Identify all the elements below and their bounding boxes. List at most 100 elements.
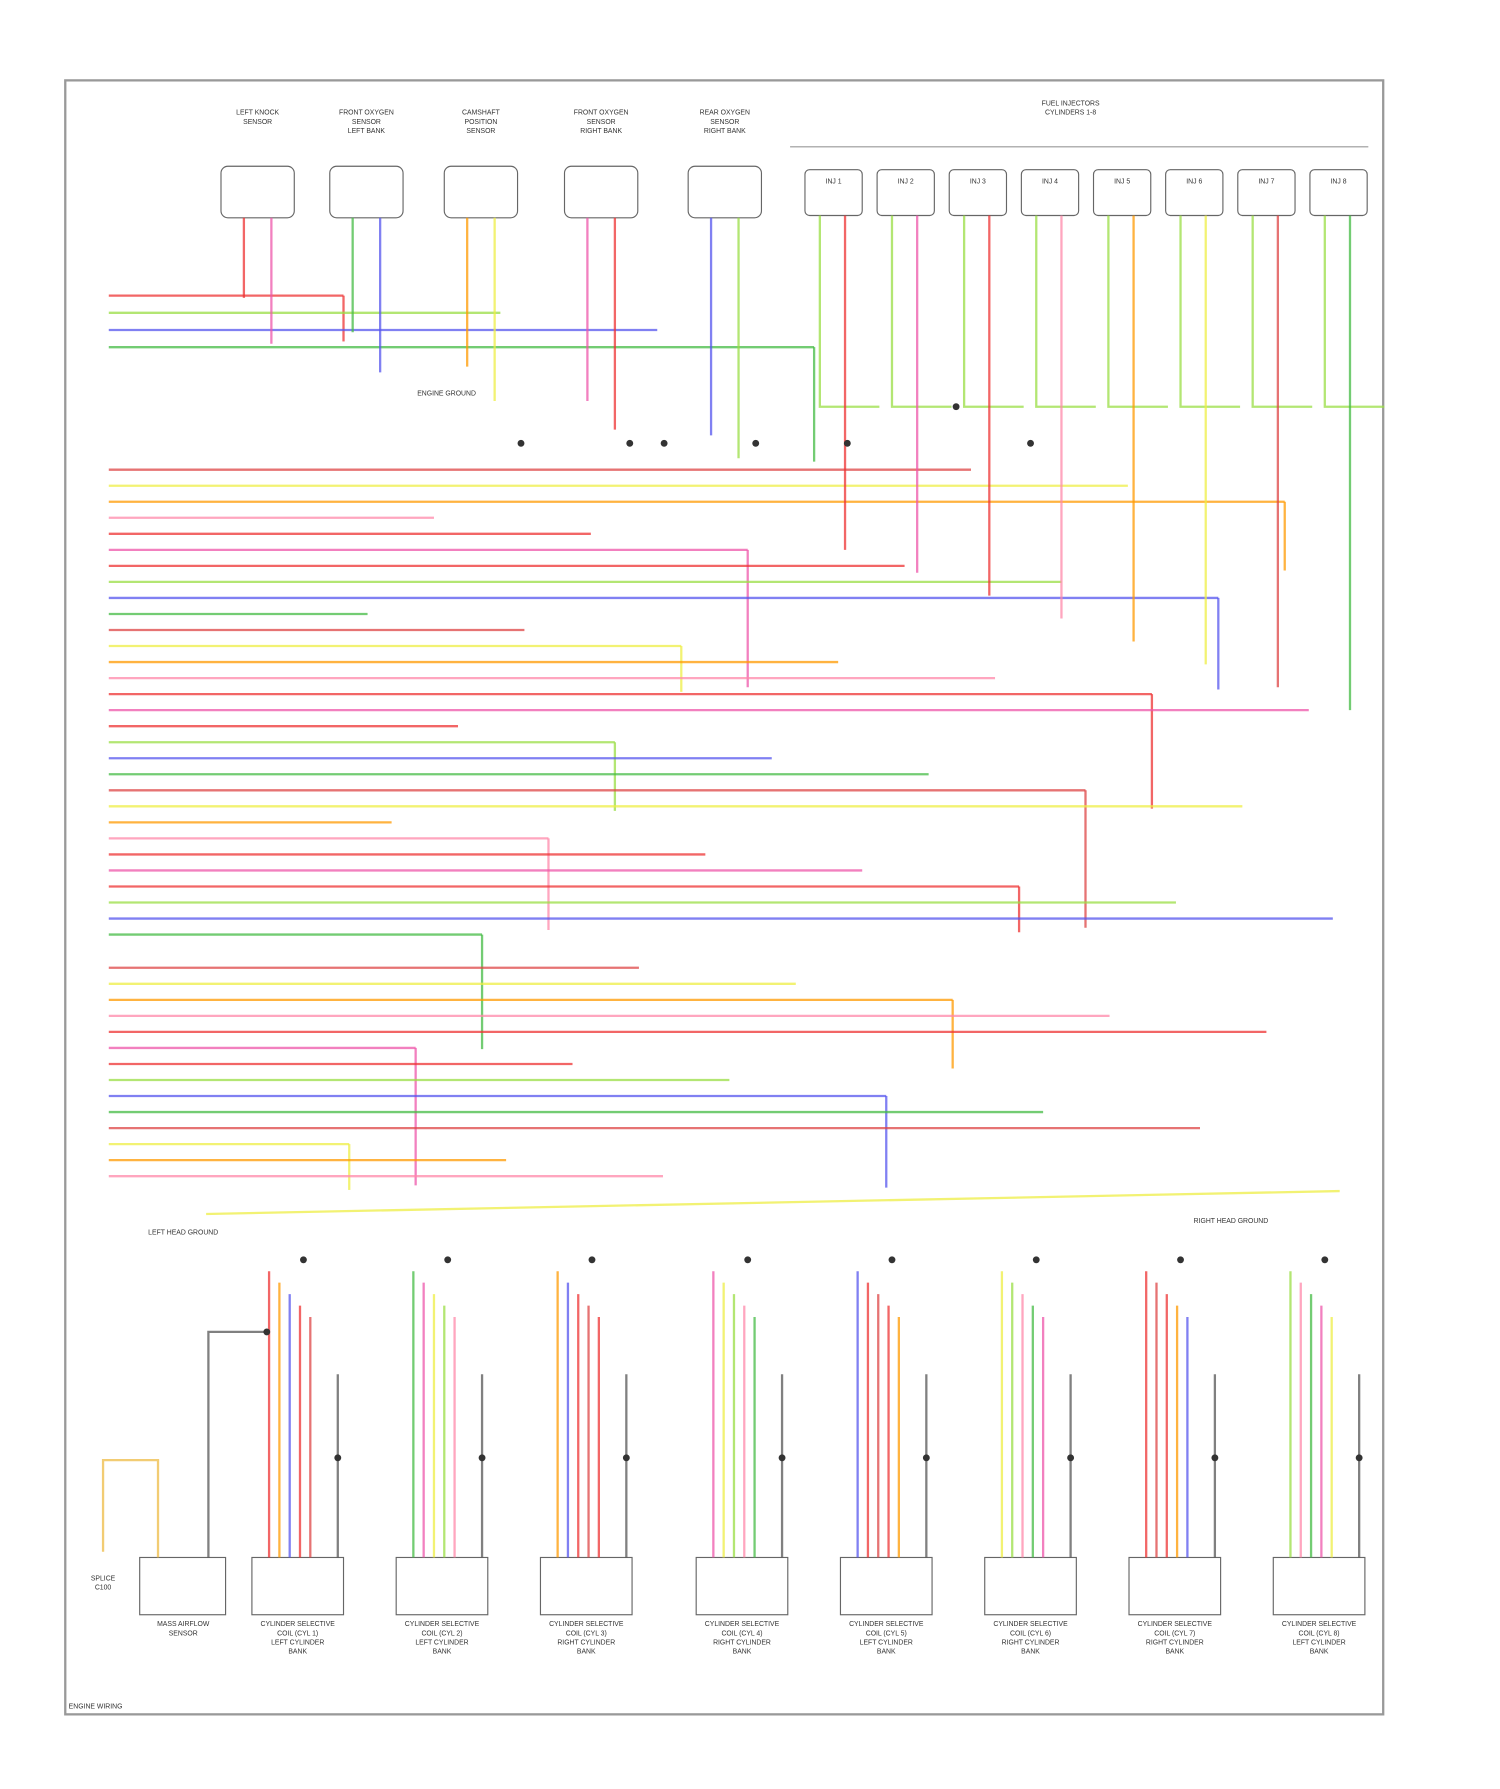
wire [818, 215, 880, 408]
injector [876, 169, 935, 217]
ground-label: LEFT HEAD GROUND [148, 1230, 218, 1237]
footer: ENGINE WIRING [69, 1704, 123, 1711]
frame [64, 79, 1385, 1716]
splice [444, 1256, 452, 1264]
coil [839, 1556, 933, 1616]
injector-label: INJ 6 [1186, 178, 1202, 185]
wire [101, 1459, 160, 1558]
wire [1251, 215, 1313, 408]
splice [334, 1454, 342, 1462]
label: SENSOR [710, 119, 739, 126]
label: CYLINDER SELECTIVE [705, 1621, 780, 1628]
wire [1179, 215, 1241, 408]
label: LEFT BANK [348, 128, 386, 135]
splice [1211, 1454, 1219, 1462]
label: CYLINDER SELECTIVE [1282, 1621, 1357, 1628]
splice [752, 439, 760, 447]
coil [1272, 1556, 1366, 1616]
coil [695, 1556, 789, 1616]
label: COIL (CYL 6) [1010, 1630, 1051, 1637]
wire [206, 1189, 1340, 1216]
label: SENSOR [587, 119, 616, 126]
label: MASS AIRFLOW [157, 1621, 210, 1628]
label: SPLICE [91, 1575, 116, 1582]
splice [1032, 1256, 1040, 1264]
injector [804, 169, 863, 217]
label: BANK [577, 1649, 596, 1656]
label: SENSOR [169, 1630, 198, 1637]
label: CYLINDER SELECTIVE [405, 1621, 480, 1628]
splice [626, 439, 634, 447]
label: ENGINE GROUND [417, 390, 476, 397]
coil [1128, 1556, 1222, 1616]
splice [1027, 439, 1034, 447]
splice [478, 1454, 486, 1462]
splice [588, 1256, 596, 1264]
connector [329, 165, 404, 219]
injector [1092, 169, 1152, 217]
label: BANK [433, 1649, 452, 1656]
label: SENSOR [352, 119, 381, 126]
label: RIGHT CYLINDER [1002, 1640, 1060, 1647]
injector [1165, 169, 1224, 217]
wire [1035, 215, 1096, 408]
splice [660, 439, 668, 447]
injector-label: INJ 7 [1258, 178, 1274, 185]
splice [1177, 1256, 1184, 1264]
wire [1323, 215, 1385, 408]
splice [952, 403, 960, 411]
ground-label: RIGHT HEAD GROUND [1194, 1218, 1269, 1225]
label: COIL (CYL 8) [1299, 1630, 1340, 1637]
splice [778, 1454, 786, 1462]
splice [1067, 1454, 1075, 1462]
splice [517, 439, 525, 447]
connector [563, 165, 639, 219]
connector [443, 165, 519, 219]
sensor [139, 1556, 227, 1616]
splice [744, 1256, 752, 1264]
injector-label: INJ 4 [1042, 178, 1058, 185]
label: POSITION [465, 119, 498, 126]
splice [1355, 1454, 1363, 1462]
label: COIL (CYL 3) [566, 1630, 607, 1637]
label: LEFT KNOCK [236, 110, 279, 117]
injector-label: INJ 3 [970, 178, 986, 185]
label: FRONT OXYGEN [574, 110, 629, 117]
label: CYLINDER SELECTIVE [261, 1621, 336, 1628]
injector-label: INJ 5 [1114, 178, 1130, 185]
label: RIGHT CYLINDER [713, 1640, 771, 1647]
splice [888, 1256, 896, 1264]
wire [1107, 215, 1168, 408]
label: LEFT CYLINDER [860, 1640, 913, 1647]
coil [251, 1556, 345, 1616]
splice [622, 1454, 630, 1462]
label: CYLINDERS 1-8 [1045, 110, 1096, 117]
wire [962, 215, 1024, 408]
connector [220, 165, 295, 219]
label: LEFT CYLINDER [271, 1640, 324, 1647]
label: CYLINDER SELECTIVE [1138, 1621, 1213, 1628]
label: RIGHT BANK [704, 128, 746, 135]
coil [984, 1556, 1077, 1616]
splice [843, 439, 851, 447]
label: BANK [288, 1649, 307, 1656]
splice [1321, 1256, 1329, 1264]
label: RIGHT CYLINDER [1146, 1640, 1204, 1647]
injector-label: INJ 8 [1331, 178, 1347, 185]
label: FRONT OXYGEN [339, 110, 394, 117]
label: C100 [95, 1585, 112, 1592]
label: BANK [1310, 1649, 1329, 1656]
label: COIL (CYL 1) [277, 1630, 318, 1637]
splice [263, 1328, 271, 1336]
injector [1237, 169, 1296, 217]
splice [300, 1256, 307, 1264]
coil [539, 1556, 633, 1616]
injector-label: INJ 1 [826, 178, 842, 185]
splice [922, 1454, 930, 1462]
label: SENSOR [243, 119, 272, 126]
label: BANK [733, 1649, 752, 1656]
injector [948, 169, 1008, 217]
label: COIL (CYL 5) [866, 1630, 907, 1637]
